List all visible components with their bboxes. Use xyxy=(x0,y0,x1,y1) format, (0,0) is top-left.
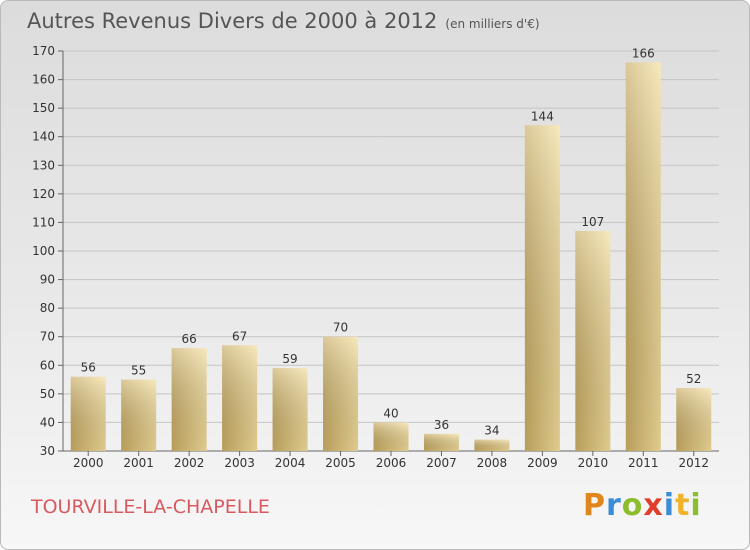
x-tick-label: 2011 xyxy=(628,456,659,470)
y-tick-label: 110 xyxy=(32,215,55,229)
data-label: 66 xyxy=(182,332,197,346)
x-tick-label: 2010 xyxy=(578,456,609,470)
bar-shade xyxy=(423,433,459,451)
bar-shade xyxy=(373,422,409,451)
data-label: 59 xyxy=(282,352,297,366)
data-label: 67 xyxy=(232,329,247,343)
y-tick-label: 90 xyxy=(40,273,55,287)
data-label: 144 xyxy=(531,109,554,123)
y-tick-label: 40 xyxy=(40,415,55,429)
y-tick-label: 140 xyxy=(32,130,55,144)
bar-shade xyxy=(625,62,661,452)
y-tick-label: 150 xyxy=(32,101,55,115)
bar-shade xyxy=(272,368,308,451)
chart-title-text: Autres Revenus Divers de 2000 à 2012 xyxy=(27,9,438,33)
chart-title: Autres Revenus Divers de 2000 à 2012 (en … xyxy=(27,9,540,33)
data-label: 40 xyxy=(383,406,398,420)
x-tick-label: 2002 xyxy=(174,456,205,470)
bar-shade xyxy=(474,439,510,451)
data-label: 56 xyxy=(81,361,96,375)
grid-lines xyxy=(63,50,719,452)
logo-letter: x xyxy=(643,488,664,523)
x-tick-label: 2000 xyxy=(73,456,104,470)
y-tick-label: 30 xyxy=(40,444,55,458)
logo-letter: i xyxy=(663,488,676,523)
logo-letter: r xyxy=(606,488,622,523)
y-tick-label: 70 xyxy=(40,330,55,344)
place-name: TOURVILLE-LA-CHAPELLE xyxy=(31,496,270,518)
logo-letter: o xyxy=(621,488,644,523)
x-tick-label: 2005 xyxy=(325,456,356,470)
y-tick-label: 80 xyxy=(40,301,55,315)
data-label: 70 xyxy=(333,321,348,335)
data-label: 52 xyxy=(686,372,701,386)
bar-shade xyxy=(121,379,157,451)
y-tick-label: 170 xyxy=(32,44,55,58)
x-tick-label: 2006 xyxy=(376,456,407,470)
logo-letter: t xyxy=(675,488,691,523)
data-label: 107 xyxy=(581,215,604,229)
logo-letter: P xyxy=(583,488,606,523)
x-tick-label: 2009 xyxy=(527,456,558,470)
data-labels: 56 55 66 67 59 70 40 36 34 144 107 166 52 xyxy=(81,46,702,437)
data-label: 166 xyxy=(632,46,655,60)
bar-shade xyxy=(524,125,560,452)
x-tick-label: 2003 xyxy=(224,456,255,470)
data-label: 55 xyxy=(131,364,146,378)
x-tick-label: 2007 xyxy=(426,456,457,470)
logo-letter: i xyxy=(690,488,702,523)
y-tick-label: 130 xyxy=(32,158,55,172)
y-tick-label: 100 xyxy=(32,244,55,258)
bar-shade xyxy=(575,231,611,451)
y-tick-label: 60 xyxy=(40,358,55,372)
y-tick-label: 160 xyxy=(32,73,55,87)
x-tick-label: 2008 xyxy=(477,456,508,470)
bar-shade xyxy=(70,376,106,451)
bar-shade xyxy=(171,348,207,451)
y-tick-label: 120 xyxy=(32,187,55,201)
proxiti-logo[interactable]: Proxiti xyxy=(583,488,702,523)
x-tick-label: 2001 xyxy=(123,456,154,470)
bar-shade xyxy=(222,345,258,451)
y-tick-label: 50 xyxy=(40,387,55,401)
bar-shade xyxy=(676,388,712,451)
chart-unit: (en milliers d'€) xyxy=(445,17,540,31)
data-label: 34 xyxy=(484,424,499,438)
x-tick-label: 2004 xyxy=(275,456,306,470)
bar-shade xyxy=(323,336,359,451)
data-label: 36 xyxy=(434,418,449,432)
bars xyxy=(70,62,712,452)
x-tick-label: 2012 xyxy=(678,456,709,470)
